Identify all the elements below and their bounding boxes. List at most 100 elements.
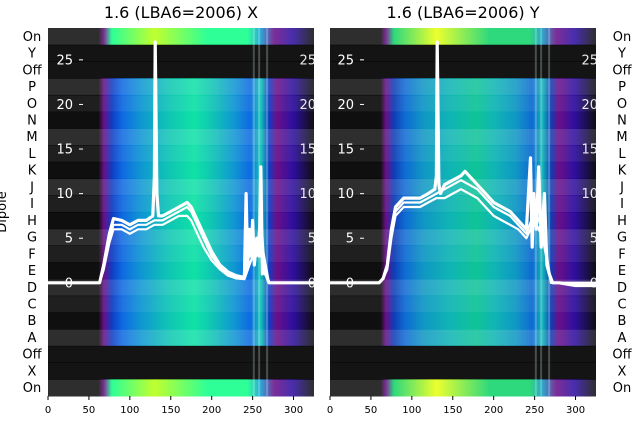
- dipole-tick-label: H: [617, 214, 627, 229]
- heatmap-row: [48, 228, 314, 246]
- heatmap-row: [48, 128, 314, 146]
- dipole-tick-label: P: [28, 80, 36, 95]
- overlay-y-tick-label: 15: [56, 143, 73, 158]
- heatmap-row: [48, 278, 314, 297]
- x-tick-label: 250: [525, 405, 544, 416]
- overlay-series-group: [330, 40, 596, 288]
- x-tick-label: 100: [402, 405, 421, 416]
- heatmap-row: [48, 312, 314, 330]
- heatmap-row: [48, 362, 314, 380]
- dipole-tick-label: L: [618, 147, 626, 162]
- overlay-y-tick-label: 10: [337, 187, 354, 202]
- overlay-y-tick-label-echo: 5: [590, 232, 598, 247]
- overlay-series-group: [48, 40, 314, 285]
- overlay-y-tick-label-echo: 20: [299, 98, 316, 113]
- dipole-tick-label: I: [620, 197, 624, 212]
- overlay-y-tick-label-echo: 20: [581, 98, 598, 113]
- heatmap-row: [330, 61, 596, 79]
- heatmap-row: [48, 61, 314, 79]
- dipole-tick-label: J: [29, 180, 34, 195]
- dipole-tick-label: J: [619, 180, 624, 195]
- heatmap-row: [330, 245, 596, 263]
- heatmap-rows: [330, 28, 596, 397]
- heatmap-row: [48, 329, 314, 347]
- dipole-tick-label: B: [618, 314, 627, 329]
- heatmap-row: [330, 212, 596, 230]
- dipole-tick-label: O: [617, 97, 627, 112]
- dipole-tick-label: F: [618, 247, 625, 262]
- dipole-tick-label: Y: [617, 47, 626, 62]
- dipole-tick-label: Y: [27, 47, 36, 62]
- overlay-y-tick-label: 15: [337, 143, 354, 158]
- x-tick-label: 200: [202, 405, 221, 416]
- dipole-tick-label: C: [617, 298, 626, 313]
- overlay-y-tick-label-echo: 25: [299, 53, 316, 68]
- overlay-series-line: [48, 214, 314, 284]
- dipole-tick-label: C: [27, 298, 36, 313]
- dipole-tick-label: A: [618, 331, 627, 346]
- overlay-y-tick-label: 5: [346, 232, 354, 247]
- heatmap-row: [330, 379, 596, 397]
- x-tick-label: 300: [284, 405, 303, 416]
- heatmap-row: [330, 145, 596, 163]
- dipole-tick-label: K: [28, 164, 37, 179]
- overlay-y-tick-label-echo: 5: [308, 232, 316, 247]
- dipole-tick-label: D: [27, 281, 37, 296]
- dipole-tick-label: X: [618, 364, 627, 379]
- overlay-y-tick-label-echo: 15: [299, 143, 316, 158]
- heatmap-row: [48, 245, 314, 263]
- heatmap-row: [330, 262, 596, 280]
- x-tick-label: 250: [243, 405, 262, 416]
- dipole-tick-label: Off: [22, 63, 42, 78]
- heatmap-row: [48, 161, 314, 180]
- x-tick-label: 50: [365, 405, 378, 416]
- heatmap-row: [48, 345, 314, 364]
- x-tick-label: 100: [120, 405, 139, 416]
- dipole-tick-label: D: [617, 281, 627, 296]
- overlay-y-tick-label: 20: [56, 98, 73, 113]
- overlay-y-tick-label-echo: 10: [299, 187, 316, 202]
- dipole-tick-label: N: [617, 114, 627, 129]
- x-tick-label: 50: [83, 405, 96, 416]
- heatmap-row: [48, 295, 314, 313]
- overlay-series-line: [48, 40, 314, 285]
- x-tick-label: 150: [161, 405, 180, 416]
- overlay-y-tick-label: 5: [65, 232, 73, 247]
- overlay-y-tick-label-echo: 10: [581, 187, 598, 202]
- dipole-tick-label: Off: [612, 63, 632, 78]
- dipole-tick-label: A: [28, 331, 37, 346]
- x-tick-label: 200: [484, 405, 503, 416]
- dipole-tick-label: Off: [612, 348, 632, 363]
- x-tick-label: 0: [45, 405, 51, 416]
- overlay-y-tick-label: 25: [56, 53, 73, 68]
- dipole-tick-label: E: [618, 264, 626, 279]
- overlay-y-tick-label-echo: 15: [581, 143, 598, 158]
- heatmap-row: [48, 94, 314, 113]
- dipole-tick-label: O: [27, 97, 37, 112]
- dipole-tick-label: I: [30, 197, 34, 212]
- heatmap-rows: [48, 28, 314, 397]
- dipole-tick-label: N: [27, 114, 37, 129]
- x-tick-label: 300: [566, 405, 585, 416]
- y-axis-label: Dipole: [0, 191, 10, 232]
- heatmap-row: [330, 329, 596, 347]
- dipole-tick-label: K: [618, 164, 627, 179]
- dipole-tick-label: Off: [22, 348, 42, 363]
- dipole-tick-label: G: [27, 231, 37, 246]
- heatmap-row: [48, 178, 314, 196]
- heatmap-row: [330, 28, 596, 46]
- heatmap-row: [330, 44, 596, 62]
- dipole-tick-label: On: [613, 381, 631, 396]
- overlay-y-tick-label: 20: [337, 98, 354, 113]
- heatmap-row: [330, 362, 596, 380]
- overlay-y-tick-label: 25: [337, 53, 354, 68]
- heatmap-row: [330, 78, 596, 96]
- heatmap-row: [330, 345, 596, 364]
- heatmap-row: [330, 111, 596, 129]
- heatmap-row: [48, 145, 314, 163]
- dipole-tick-label: E: [28, 264, 36, 279]
- heatmap-row: [330, 94, 596, 113]
- overlay-series-line: [330, 188, 596, 284]
